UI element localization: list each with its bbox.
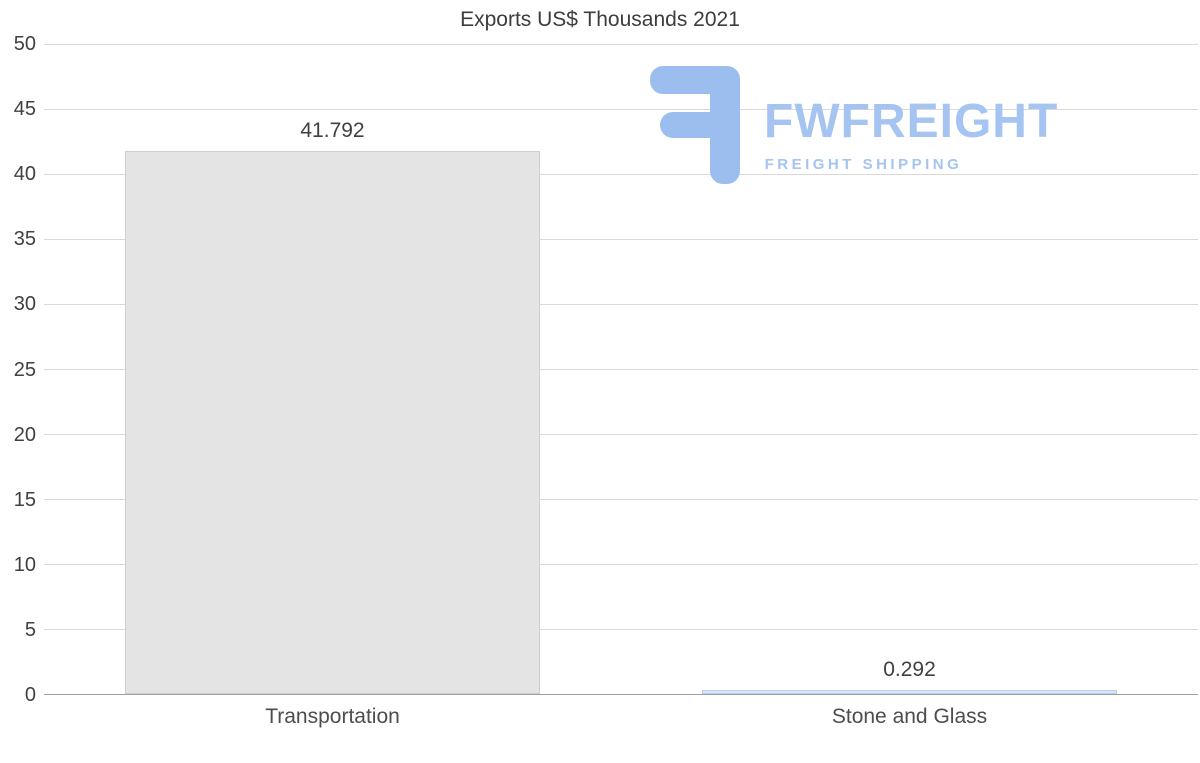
y-axis-tick-label: 5 [24,618,36,641]
y-axis-tick-label: 25 [13,358,36,381]
gridline [44,499,1198,500]
logo-text-block: FWFREIGHT FREIGHT SHIPPING [764,66,1059,174]
bar-value-label: 0.292 [883,658,936,682]
gridline [44,304,1198,305]
y-axis-tick-label: 50 [13,33,36,55]
y-axis-tick-label: 30 [13,293,36,316]
y-axis-tick-label: 45 [13,98,36,121]
x-axis-category-label: Stone and Glass [831,705,988,728]
plot-area: 41.792 0.292 [44,44,1198,695]
y-axis-tick-label: 15 [13,488,36,511]
y-axis-tick-label: 10 [13,553,36,576]
chart-title: Exports US$ Thousands 2021 [460,8,740,31]
logo-brand-text: FWFREIGHT [764,95,1059,148]
y-axis: 0 5 10 15 20 25 30 35 40 45 50 [0,33,36,706]
y-axis-tick-label: 20 [13,423,36,446]
gridline [44,564,1198,565]
gridline [44,629,1198,630]
y-axis-tick-label: 40 [13,163,36,186]
gridline [44,44,1198,45]
bar-value-label: 41.792 [300,118,365,142]
gridline [44,434,1198,435]
gridline [44,239,1198,240]
gridline [44,109,1198,110]
watermark-logo: FWFREIGHT FREIGHT SHIPPING [650,66,1058,184]
x-axis: Transportation Stone and Glass [44,705,1198,735]
gridline [44,174,1198,175]
fwfreight-logo-icon [650,66,740,184]
x-axis-category-label: Transportation [265,705,400,728]
y-axis-tick-label: 35 [13,228,36,251]
y-axis-tick-label: 0 [24,684,36,706]
bar-stone-and-glass [701,690,1118,694]
gridline [44,369,1198,370]
logo-tagline-text: FREIGHT SHIPPING [764,156,963,173]
bar-transportation [124,150,541,694]
